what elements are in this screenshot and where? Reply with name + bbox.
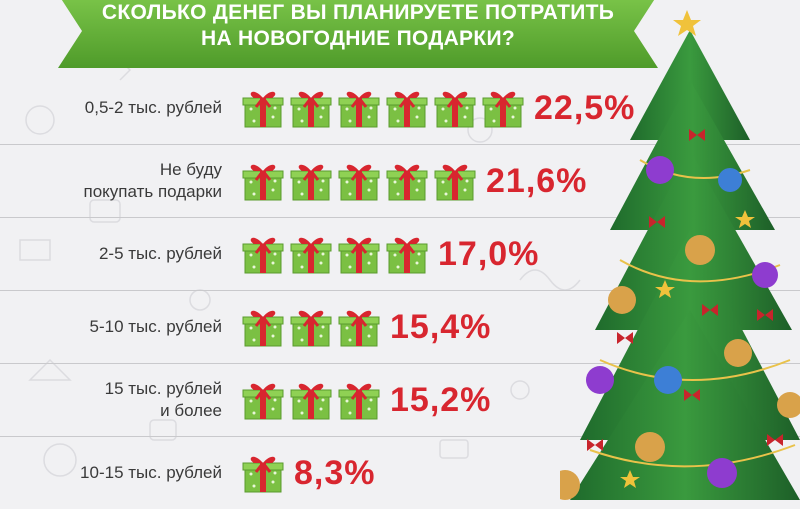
chart-title: СКОЛЬКО ДЕНЕГ ВЫ ПЛАНИРУЕТЕ ПОТРАТИТЬ НА… [58, 0, 658, 52]
gift-icon [386, 237, 428, 274]
gift-icon [242, 310, 284, 347]
title-line-1: СКОЛЬКО ДЕНЕГ ВЫ ПЛАНИРУЕТЕ ПОТРАТИТЬ [101, 1, 615, 24]
gift-icon [386, 91, 428, 128]
title-line-2: НА НОВОГОДНИЕ ПОДАРКИ? [200, 27, 515, 50]
gift-icon [434, 164, 476, 201]
gift-icon [290, 383, 332, 420]
chart-row: 10-15 тыс. рублей 8,3% [0, 437, 800, 509]
gift-icon [482, 91, 524, 128]
gift-icon [242, 91, 284, 128]
gift-icon [338, 91, 380, 128]
gift-icon [290, 164, 332, 201]
gift-icon [242, 456, 284, 493]
gift-icon [338, 310, 380, 347]
chart-row: 15 тыс. рублей и более 15,2% [0, 364, 800, 437]
gift-icon [242, 383, 284, 420]
chart-row: 2-5 тыс. рублей 17,0% [0, 218, 800, 291]
gift-icon [290, 237, 332, 274]
gift-icon [338, 383, 380, 420]
gift-bar: 15,2% [242, 364, 491, 436]
gift-bar: 15,4% [242, 291, 491, 363]
gift-icon [338, 237, 380, 274]
gift-icon [242, 237, 284, 274]
category-label: 2-5 тыс. рублей [98, 244, 222, 263]
gift-bar: 17,0% [242, 218, 539, 290]
value-label: 8,3% [294, 453, 376, 492]
value-label: 22,5% [534, 88, 636, 127]
category-label: 10-15 тыс. рублей [80, 463, 222, 482]
gift-bar: 22,5% [242, 72, 635, 144]
value-label: 17,0% [438, 234, 540, 273]
gift-icon [290, 91, 332, 128]
category-label: 5-10 тыс. рублей [89, 317, 223, 336]
gift-bar: 8,3% [242, 437, 376, 509]
chart-rows: 0,5-2 тыс. рублей 22,5% Не буду покупать по… [0, 72, 800, 509]
gift-bar: 21,6% [242, 145, 587, 217]
gift-icon [386, 164, 428, 201]
category-label: Не буду покупать подарки [83, 160, 223, 201]
category-label: 15 тыс. рублей и более [104, 379, 222, 420]
title-banner [58, 0, 658, 68]
gift-icon [290, 310, 332, 347]
chart-row: 5-10 тыс. рублей 15,4% [0, 291, 800, 364]
value-label: 15,4% [390, 307, 492, 346]
value-label: 21,6% [486, 161, 588, 200]
chart-row: 0,5-2 тыс. рублей 22,5% [0, 72, 800, 145]
chart-row: Не буду покупать подарки 21,6% [0, 145, 800, 218]
value-label: 15,2% [390, 380, 492, 419]
gift-icon [242, 164, 284, 201]
gift-icon [338, 164, 380, 201]
gift-icon [434, 91, 476, 128]
christmas-tree-icon [560, 10, 800, 500]
category-label: 0,5-2 тыс. рублей [84, 98, 222, 117]
